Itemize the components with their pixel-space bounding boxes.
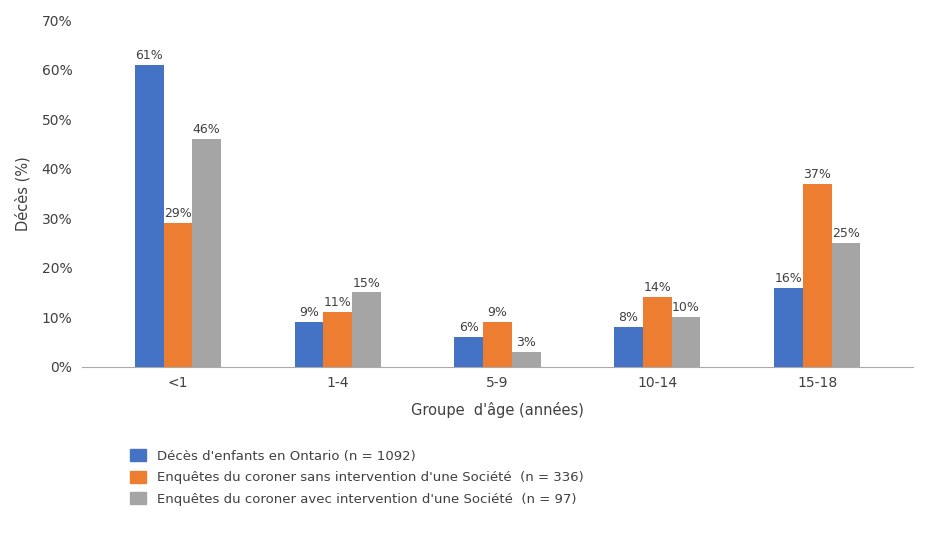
Bar [802, 184, 831, 366]
Text: 10%: 10% [671, 301, 699, 314]
Text: 61%: 61% [135, 49, 163, 62]
Y-axis label: Décès (%): Décès (%) [15, 156, 31, 231]
Bar [351, 293, 380, 366]
Text: 11%: 11% [324, 296, 351, 309]
Bar [454, 337, 483, 366]
Bar [614, 327, 642, 366]
Bar [323, 312, 351, 366]
Legend: Décès d'enfants en Ontario (n = 1092), Enquêtes du coroner sans intervention d'u: Décès d'enfants en Ontario (n = 1092), E… [130, 449, 583, 506]
Text: 25%: 25% [831, 227, 859, 240]
Text: 16%: 16% [774, 272, 801, 285]
Text: 46%: 46% [193, 123, 221, 136]
Bar [642, 297, 671, 366]
Bar [773, 287, 802, 366]
Bar [192, 139, 221, 366]
Text: 14%: 14% [642, 281, 670, 294]
X-axis label: Groupe  d'âge (années): Groupe d'âge (années) [411, 401, 583, 417]
Bar [294, 322, 323, 366]
Text: 8%: 8% [618, 311, 638, 324]
Bar [163, 223, 192, 366]
Text: 15%: 15% [352, 277, 380, 289]
Text: 37%: 37% [803, 168, 831, 181]
Bar [831, 243, 859, 366]
Text: 9%: 9% [487, 306, 507, 319]
Text: 29%: 29% [164, 207, 192, 220]
Bar [134, 65, 163, 366]
Bar [483, 322, 512, 366]
Text: 3%: 3% [515, 336, 536, 349]
Bar [671, 317, 700, 366]
Text: 9%: 9% [298, 306, 319, 319]
Bar [512, 352, 540, 366]
Text: 6%: 6% [458, 321, 478, 334]
